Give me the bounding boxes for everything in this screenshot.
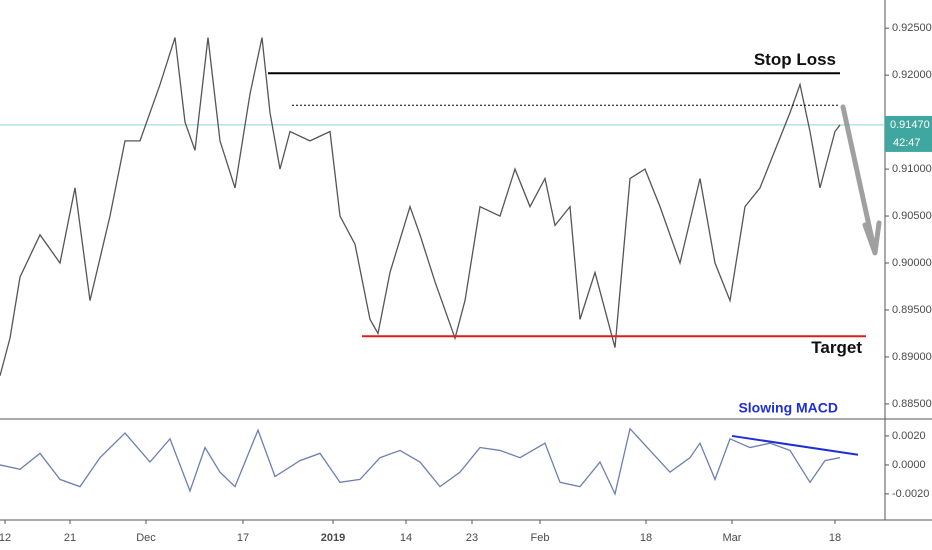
projection-arrow <box>840 104 882 256</box>
y-tick-label: 0.90500 <box>892 210 932 222</box>
y-tick-label: 0.92000 <box>892 69 932 81</box>
y-tick-label: 0.0000 <box>892 459 926 471</box>
y-tick-label: 0.89500 <box>892 304 932 316</box>
price-tag-label: 0.91470 <box>890 119 930 131</box>
x-tick-label: Mar <box>723 532 742 544</box>
level-label: Stop Loss <box>754 50 836 69</box>
y-tick-label: 0.90000 <box>892 257 932 269</box>
x-tick-label: Feb <box>531 532 550 544</box>
price-tag <box>885 115 932 152</box>
divergence-line <box>731 434 859 456</box>
x-tick-label: 12 <box>0 532 11 544</box>
x-tick-label: 17 <box>237 532 249 544</box>
x-tick-label: 14 <box>400 532 412 544</box>
y-tick-label: 0.91000 <box>892 163 932 175</box>
countdown-label: 42:47 <box>893 137 921 149</box>
y-tick-label: 0.0020 <box>892 430 926 442</box>
y-tick-label: 0.88500 <box>892 398 932 410</box>
y-tick-label: 0.89000 <box>892 351 932 363</box>
y-tick-label: 0.92500 <box>892 22 932 34</box>
x-tick-label: 23 <box>466 532 478 544</box>
price-line <box>0 37 841 376</box>
x-tick-label: 18 <box>829 532 841 544</box>
x-tick-label: 2019 <box>321 532 345 544</box>
x-tick-label: 21 <box>64 532 76 544</box>
price-line <box>0 427 841 496</box>
x-tick-label: Dec <box>136 532 156 544</box>
x-tick-label: 18 <box>640 532 652 544</box>
y-tick-label: -0.0020 <box>892 488 929 500</box>
level-label: Target <box>811 338 862 357</box>
indicator-title: Slowing MACD <box>738 400 838 416</box>
